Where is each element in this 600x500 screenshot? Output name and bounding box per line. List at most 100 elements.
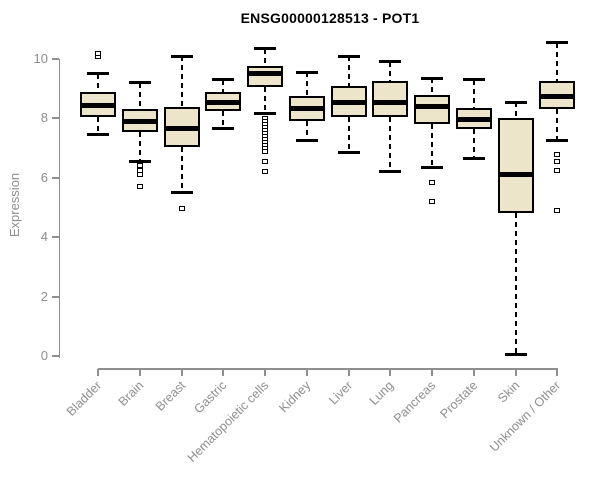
outlier-point	[137, 184, 144, 190]
x-axis-tick	[514, 369, 517, 376]
median-line	[332, 99, 365, 105]
outlier-point	[554, 158, 561, 164]
whisker-lower	[556, 109, 559, 141]
y-axis-tick	[52, 58, 59, 60]
outlier-point	[262, 158, 269, 164]
whisker-lower	[139, 131, 142, 162]
whisker-upper	[139, 82, 142, 110]
whisker-cap-top	[546, 41, 569, 45]
whisker-cap-top	[462, 78, 485, 82]
whisker-upper	[97, 73, 100, 92]
median-line	[416, 104, 449, 110]
y-axis-tick	[52, 117, 59, 120]
whisker-lower	[431, 124, 434, 168]
whisker-cap-bottom	[295, 139, 318, 143]
box	[497, 118, 534, 214]
whisker-upper	[431, 78, 434, 95]
whisker-cap-bottom	[504, 353, 527, 356]
x-axis-line	[97, 368, 559, 370]
median-line	[82, 102, 115, 108]
median-line	[374, 99, 407, 105]
median-line	[124, 118, 157, 124]
outlier-point	[178, 206, 185, 212]
whisker-lower	[222, 110, 225, 129]
whisker-lower	[472, 128, 475, 159]
whisker-upper	[389, 61, 392, 82]
whisker-upper	[556, 42, 559, 82]
whisker-cap-bottom	[379, 170, 402, 174]
whisker-cap-bottom	[462, 156, 485, 160]
y-tick-label: 2	[40, 288, 48, 304]
whisker-upper	[472, 79, 475, 108]
whisker-cap-top	[170, 54, 193, 58]
median-line	[457, 117, 490, 123]
whisker-upper	[180, 56, 183, 107]
box	[414, 94, 451, 125]
whisker-lower	[305, 121, 308, 141]
whisker-lower	[514, 213, 517, 355]
whisker-lower	[389, 116, 392, 172]
x-axis-tick	[556, 369, 559, 376]
whisker-upper	[347, 56, 350, 86]
x-axis-tick	[180, 369, 183, 376]
x-axis-tick	[389, 369, 392, 376]
y-tick-label: 8	[40, 110, 48, 126]
median-line	[290, 105, 323, 111]
x-axis-tick	[431, 369, 434, 376]
whisker-cap-bottom	[129, 159, 152, 163]
whisker-cap-top	[337, 54, 360, 58]
median-line	[207, 99, 240, 105]
x-axis-tick	[139, 369, 142, 376]
whisker-lower	[180, 146, 183, 193]
whisker-cap-top	[504, 100, 527, 104]
median-line	[499, 172, 532, 178]
y-tick-label: 10	[33, 51, 48, 66]
whisker-cap-top	[421, 76, 444, 80]
whisker-cap-top	[212, 78, 235, 82]
whisker-cap-bottom	[254, 112, 277, 116]
x-axis-tick	[472, 369, 475, 376]
outlier-point	[429, 199, 436, 205]
median-line	[165, 126, 198, 132]
whisker-cap-bottom	[546, 139, 569, 143]
y-axis-tick	[52, 295, 59, 298]
whisker-cap-bottom	[87, 133, 110, 137]
x-axis-tick	[222, 369, 225, 376]
box	[372, 81, 409, 117]
outlier-point	[137, 172, 144, 178]
whisker-cap-top	[379, 60, 402, 64]
whisker-upper	[305, 72, 308, 97]
whisker-cap-bottom	[170, 191, 193, 195]
y-tick-label: 6	[40, 169, 48, 185]
outlier-point	[262, 148, 269, 154]
x-axis-tick	[305, 369, 308, 376]
whisker-upper	[514, 102, 517, 119]
whisker-cap-top	[295, 70, 318, 74]
whisker-upper	[222, 79, 225, 92]
chart-title: ENSG00000128513 - POT1	[240, 10, 420, 26]
x-axis-tick	[97, 369, 100, 376]
outlier-point	[95, 50, 102, 56]
median-line	[541, 93, 574, 99]
whisker-cap-bottom	[337, 151, 360, 155]
x-axis-tick	[264, 369, 267, 376]
whisker-cap-top	[254, 47, 277, 51]
whisker-lower	[264, 87, 267, 114]
outlier-point	[262, 169, 269, 175]
y-axis-tick	[52, 236, 59, 239]
whisker-lower	[97, 116, 100, 135]
whisker-cap-bottom	[421, 165, 444, 169]
y-axis-title: Expression	[7, 172, 22, 238]
y-tick-label: 4	[40, 229, 48, 245]
y-axis-line	[58, 59, 60, 358]
whisker-cap-bottom	[212, 127, 235, 131]
outlier-point	[554, 167, 561, 173]
outlier-point	[429, 179, 436, 185]
outlier-point	[554, 207, 561, 213]
whisker-lower	[347, 116, 350, 153]
outlier-point	[554, 151, 561, 157]
y-tick-label: 0	[40, 348, 48, 363]
x-axis-tick	[347, 369, 350, 376]
whisker-cap-top	[129, 81, 152, 85]
